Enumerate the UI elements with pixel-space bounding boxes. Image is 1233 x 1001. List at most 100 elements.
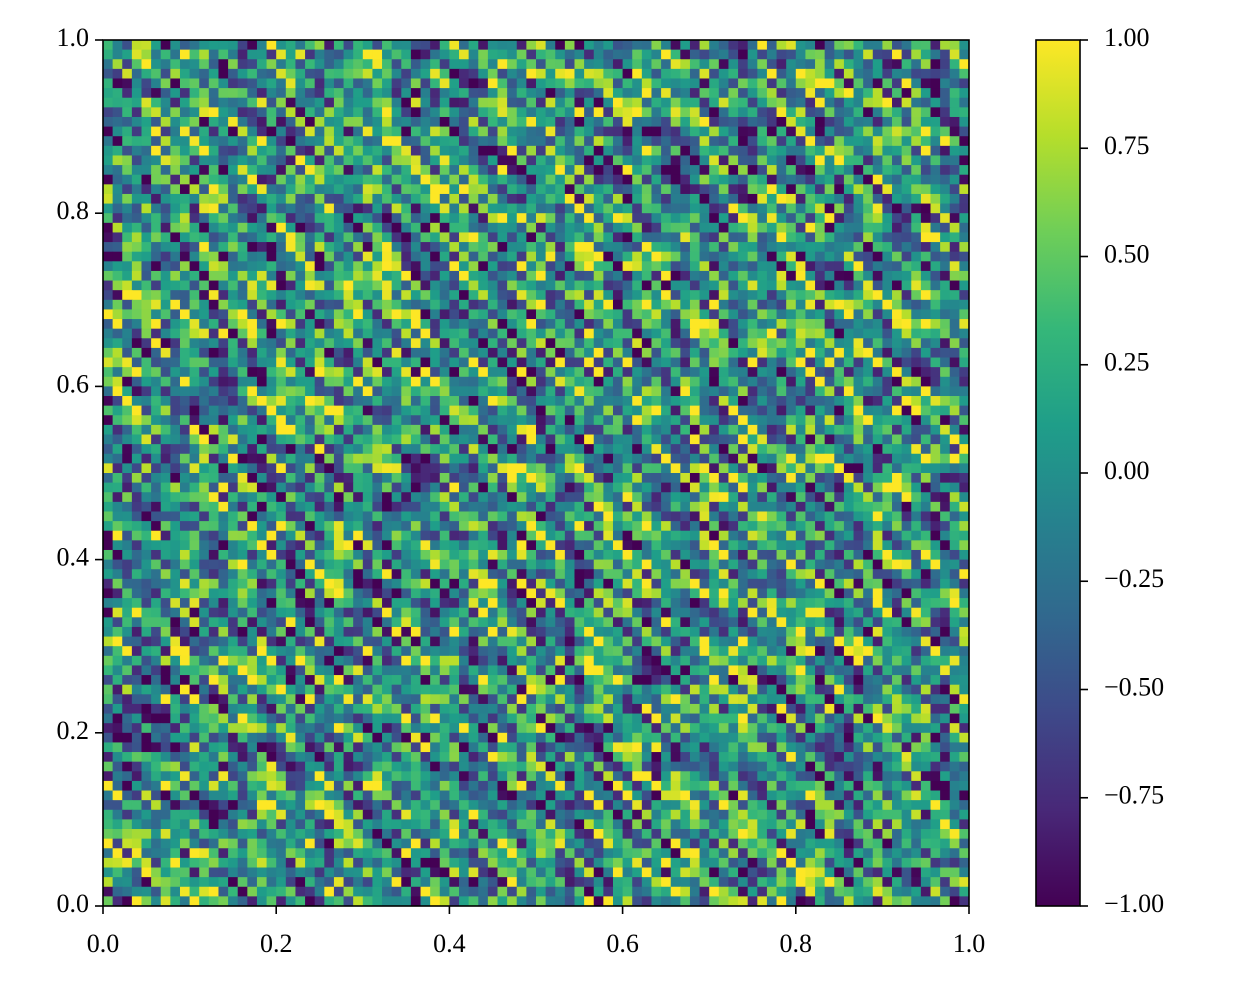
field-cell [564, 492, 576, 503]
field-cell [487, 357, 499, 368]
field-cell [478, 396, 489, 407]
field-cell [430, 280, 441, 291]
field-cell [237, 328, 248, 339]
field-cell [459, 136, 470, 147]
field-cell [949, 328, 960, 339]
field-cell [545, 136, 556, 147]
field-cell [410, 40, 422, 51]
field-cell [179, 367, 191, 378]
field-cell [786, 376, 797, 387]
field-cell [468, 145, 479, 157]
field-cell [940, 540, 951, 551]
field-cell [228, 126, 239, 137]
field-cell [699, 530, 710, 541]
field-cell [131, 521, 143, 532]
field-cell [324, 184, 335, 195]
field-cell [189, 116, 200, 128]
field-cell [507, 367, 518, 378]
field-cell [786, 280, 797, 291]
field-cell [603, 347, 614, 359]
field-cell [757, 444, 768, 455]
field-cell [766, 415, 778, 426]
field-cell [670, 328, 681, 339]
field-cell [247, 184, 258, 195]
field-cell [343, 434, 354, 445]
field-cell [189, 415, 200, 426]
field-cell [372, 165, 383, 176]
field-cell [468, 107, 479, 118]
field-cell [218, 68, 229, 80]
field-cell [555, 424, 566, 436]
field-cell [247, 319, 258, 330]
field-cell [314, 501, 325, 513]
field-cell [622, 444, 633, 455]
field-cell [199, 299, 210, 311]
field-cell [815, 309, 826, 320]
field-cell [680, 107, 691, 118]
field-cell [295, 415, 306, 426]
field-cell [747, 116, 758, 128]
field-cell [410, 270, 422, 282]
field-cell [901, 386, 912, 397]
field-cell [305, 299, 316, 311]
field-cell [468, 261, 479, 272]
field-cell [372, 549, 383, 561]
field-cell [420, 49, 431, 60]
field-cell [872, 107, 883, 118]
field-cell [353, 405, 364, 416]
field-cell [699, 97, 710, 108]
field-cell [141, 107, 152, 118]
field-cell [709, 444, 720, 455]
field-cell [689, 299, 701, 311]
field-cell [632, 174, 643, 185]
field-cell [670, 319, 681, 330]
field-cell [834, 165, 845, 176]
field-cell [305, 280, 316, 291]
field-cell [555, 59, 566, 70]
field-cell [680, 463, 691, 474]
field-cell [699, 49, 710, 60]
field-cell [333, 434, 345, 445]
field-cell [295, 511, 306, 522]
field-cell [507, 415, 518, 426]
field-cell [199, 232, 210, 243]
field-cell [497, 290, 508, 301]
field-cell [122, 107, 133, 118]
field-cell [362, 174, 374, 185]
field-cell [689, 59, 701, 70]
field-cell [709, 222, 720, 234]
field-cell [805, 290, 816, 301]
field-cell [661, 473, 672, 484]
field-cell [699, 549, 710, 561]
field-cell [757, 328, 768, 339]
field-cell [940, 530, 951, 541]
field-cell [160, 540, 171, 551]
field-cell [497, 261, 508, 272]
field-cell [670, 453, 681, 464]
field-cell [478, 68, 489, 80]
field-cell [276, 501, 287, 513]
field-cell [160, 569, 171, 580]
field-cell [391, 453, 402, 464]
field-cell [314, 270, 325, 282]
field-cell [420, 107, 431, 118]
field-cell [478, 174, 489, 185]
field-cell [314, 155, 325, 166]
field-cell [574, 49, 585, 60]
field-cell [680, 424, 691, 436]
field-cell [863, 184, 874, 195]
field-cell [160, 213, 171, 224]
field-cell [632, 184, 643, 195]
field-cell [131, 357, 143, 368]
field-cell [372, 59, 383, 70]
field-cell [333, 569, 345, 580]
field-cell [892, 501, 903, 513]
field-cell [882, 501, 893, 513]
field-cell [285, 463, 297, 474]
field-cell [911, 270, 922, 282]
field-cell [699, 347, 710, 359]
field-cell [641, 434, 653, 445]
field-cell [757, 136, 768, 147]
field-cell [786, 165, 797, 176]
field-cell [545, 280, 556, 291]
